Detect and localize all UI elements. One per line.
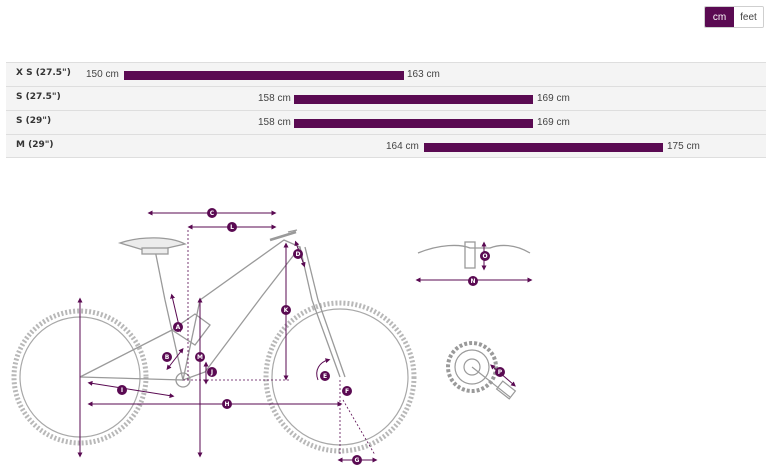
chainring-icon [446, 341, 517, 400]
cm-unit-button[interactable]: cm [705, 7, 734, 27]
svg-text:F: F [345, 388, 349, 395]
handlebar-icon [417, 241, 531, 269]
range-max: 169 cm [537, 117, 570, 128]
bike-geometry-diagram: A B C D E F G H I J K L M N O P [11, 208, 533, 465]
marker-h[interactable]: H [222, 399, 232, 409]
marker-k[interactable]: K [281, 305, 291, 315]
svg-text:N: N [470, 278, 475, 285]
size-row-s-29[interactable]: S (29") 158 cm 169 cm [6, 110, 766, 134]
marker-o[interactable]: O [480, 251, 490, 261]
svg-text:G: G [355, 457, 360, 464]
height-range-bar [294, 119, 533, 128]
svg-text:E: E [323, 373, 327, 380]
svg-text:O: O [482, 253, 487, 260]
bike-frame-icon [79, 229, 346, 388]
range-min: 164 cm [386, 141, 419, 152]
size-row-xs-27-5[interactable]: X S (27.5") 150 cm 163 cm [6, 62, 766, 86]
range-min: 158 cm [258, 117, 291, 128]
height-range-bar [124, 71, 404, 80]
height-range-bar [424, 143, 663, 152]
svg-text:D: D [296, 251, 301, 258]
marker-n[interactable]: N [468, 276, 478, 286]
marker-m[interactable]: M [195, 352, 205, 362]
unit-toggle: cm feet [704, 6, 764, 28]
size-label: X S (27.5") [16, 68, 71, 78]
size-row-s-27-5[interactable]: S (27.5") 158 cm 169 cm [6, 86, 766, 110]
range-min: 158 cm [258, 93, 291, 104]
svg-text:K: K [284, 307, 289, 314]
marker-b[interactable]: B [162, 352, 172, 362]
height-range-bar [294, 95, 533, 104]
svg-text:J: J [210, 369, 213, 376]
svg-text:A: A [176, 324, 181, 331]
size-label: S (29") [16, 116, 52, 126]
marker-d[interactable]: D [293, 249, 303, 259]
svg-text:I: I [121, 387, 123, 394]
range-max: 175 cm [667, 141, 700, 152]
marker-g[interactable]: G [352, 455, 362, 465]
marker-p[interactable]: P [495, 367, 505, 377]
marker-c[interactable]: C [207, 208, 217, 218]
svg-text:P: P [498, 369, 503, 376]
range-max: 163 cm [407, 69, 440, 80]
size-row-m-29[interactable]: M (29") 164 cm 175 cm [6, 134, 766, 158]
svg-text:C: C [210, 210, 215, 217]
marker-e[interactable]: E [320, 371, 330, 381]
size-label: S (27.5") [16, 92, 61, 102]
range-min: 150 cm [86, 69, 119, 80]
marker-l[interactable]: L [227, 222, 237, 232]
svg-text:B: B [165, 354, 170, 361]
rider-height-table: X S (27.5") 150 cm 163 cm S (27.5") 158 … [6, 62, 766, 158]
svg-text:L: L [230, 224, 234, 231]
marker-j[interactable]: J [207, 367, 217, 377]
size-label: M (29") [16, 140, 54, 150]
svg-text:H: H [224, 401, 229, 408]
marker-i[interactable]: I [117, 385, 127, 395]
marker-f[interactable]: F [342, 386, 352, 396]
range-max: 169 cm [537, 93, 570, 104]
svg-text:M: M [197, 354, 203, 361]
feet-unit-button[interactable]: feet [734, 7, 763, 27]
marker-a[interactable]: A [173, 322, 183, 332]
